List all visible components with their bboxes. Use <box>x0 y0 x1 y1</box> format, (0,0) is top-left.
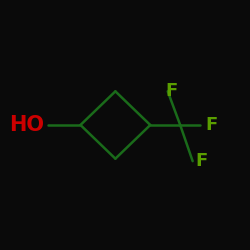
Text: HO: HO <box>9 115 44 135</box>
Text: F: F <box>165 82 177 100</box>
Text: F: F <box>195 152 207 170</box>
Text: F: F <box>205 116 217 134</box>
